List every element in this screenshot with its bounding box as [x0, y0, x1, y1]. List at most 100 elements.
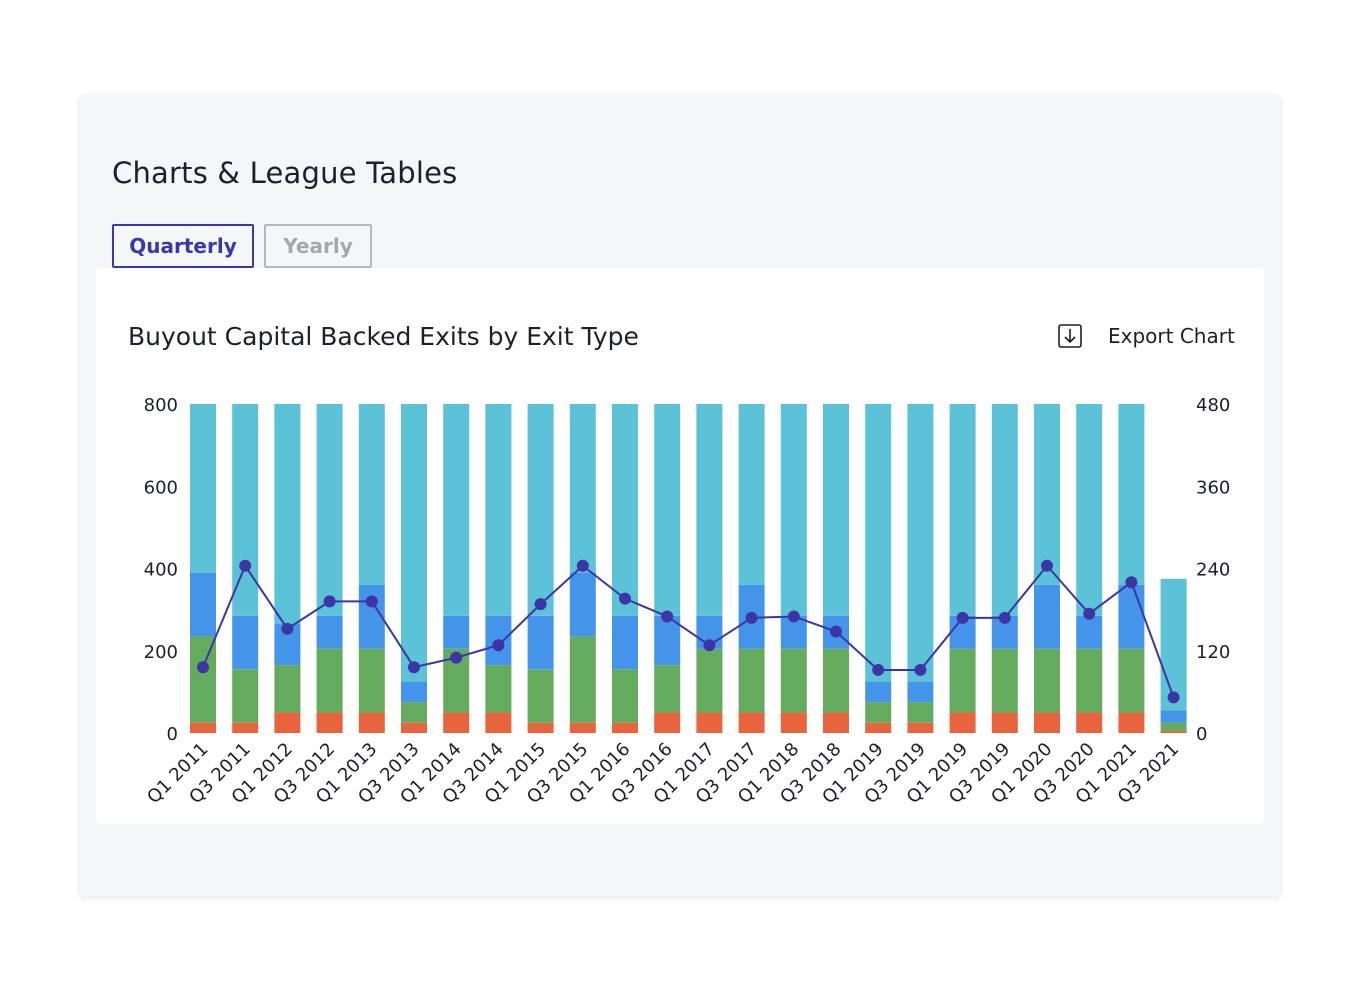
bar-segment: [654, 404, 681, 616]
exit-count-line: [202, 563, 1175, 698]
bar-segment: [527, 669, 554, 723]
bar-segment: [232, 669, 259, 723]
bar-segment: [949, 648, 976, 713]
line-point: [365, 595, 378, 608]
line-point: [281, 622, 294, 635]
bar-segment: [1076, 648, 1103, 713]
right-axis-tick: 360: [1196, 477, 1230, 498]
bar-segment: [696, 648, 723, 713]
bar-segment: [401, 681, 427, 703]
bar-segment: [1076, 404, 1103, 616]
chart-title: Buyout Capital Backed Exits by Exit Type: [128, 322, 639, 351]
bar-segment: [1034, 712, 1060, 733]
line-point: [534, 598, 547, 611]
tab-quarterly[interactable]: Quarterly: [112, 224, 254, 268]
left-axis-tick: 400: [144, 560, 178, 581]
left-axis-tick: 600: [144, 477, 178, 498]
bar-segment: [907, 702, 934, 723]
left-axis-tick: 200: [144, 642, 178, 663]
bar-segment: [907, 722, 934, 733]
bar-segment: [780, 712, 807, 733]
bar-segment: [527, 404, 554, 616]
bar-segment: [949, 712, 976, 733]
left-axis-tick: 800: [144, 395, 178, 416]
right-axis-tick: 240: [1196, 560, 1230, 581]
bar-segment: [232, 404, 259, 616]
bar-segment: [569, 722, 596, 733]
right-axis-tick: 0: [1196, 724, 1207, 745]
bar-segment: [991, 404, 1018, 616]
line-point: [998, 611, 1011, 624]
bar-segment: [443, 615, 470, 649]
bar-segment: [401, 702, 427, 723]
bar-segment: [274, 665, 301, 713]
bar-segment: [1160, 710, 1187, 723]
bar-segment: [485, 404, 512, 616]
bar-segment: [865, 722, 892, 733]
bar-segment: [696, 404, 723, 616]
export-chart-button[interactable]: Export Chart: [1058, 324, 1235, 348]
bar-segment: [358, 712, 385, 733]
bar-segment: [823, 712, 849, 733]
bar-segment: [1034, 404, 1060, 585]
bar-segment: [654, 712, 681, 733]
bar-segment: [865, 702, 892, 723]
right-axis-tick: 480: [1196, 395, 1230, 416]
tab-yearly[interactable]: Yearly: [264, 224, 372, 268]
bar-segment: [485, 665, 512, 713]
right-axis-tick: 120: [1196, 642, 1230, 663]
bar-segment: [612, 669, 638, 723]
bar-segment: [232, 722, 259, 733]
bar-segment: [1118, 712, 1145, 733]
bar-segment: [696, 712, 723, 733]
bar-segment: [527, 615, 554, 670]
bar-segment: [316, 648, 343, 713]
bar-segment: [738, 712, 765, 733]
line-point: [1041, 559, 1053, 572]
bar-segment: [780, 648, 807, 713]
bar-segment: [274, 404, 301, 625]
bar-segment: [569, 572, 596, 637]
bar-segment: [1034, 584, 1060, 649]
line-point: [1167, 691, 1180, 704]
bar-segment: [358, 404, 385, 585]
bar-segment: [190, 404, 216, 573]
bar-segment: [949, 404, 976, 616]
bar-segment: [738, 648, 765, 713]
bar-segment: [232, 615, 259, 670]
bar-segment: [485, 712, 512, 733]
download-icon: [1058, 324, 1082, 348]
bar-segment: [358, 648, 385, 713]
bar-segment: [527, 722, 554, 733]
bar-segment: [612, 615, 638, 670]
bar-segment: [190, 572, 216, 637]
bar-segment: [612, 404, 638, 616]
bar-segment: [274, 712, 301, 733]
line-point: [1125, 576, 1138, 589]
line-point: [745, 611, 758, 624]
line-point: [914, 663, 927, 676]
line-point: [323, 595, 336, 608]
bar-segment: [1118, 584, 1145, 649]
bar-segment: [401, 722, 427, 733]
bar-segment: [1034, 648, 1060, 713]
bar-segment: [865, 404, 892, 682]
bar-segment: [1160, 730, 1187, 733]
line-point: [239, 559, 252, 572]
export-chart-label: Export Chart: [1108, 324, 1235, 348]
bar-segment: [569, 636, 596, 723]
bar-segment: [612, 722, 638, 733]
left-axis-tick: 0: [167, 724, 178, 745]
page-title: Charts & League Tables: [112, 156, 458, 190]
bar-segment: [443, 404, 470, 616]
bar-segment: [991, 712, 1018, 733]
line-point: [450, 651, 463, 664]
bar-segment: [823, 648, 849, 713]
bar-segment: [738, 404, 765, 585]
line-point: [661, 610, 674, 623]
bar-segment: [401, 404, 427, 682]
bar-segment: [907, 404, 934, 682]
bar-segment: [823, 404, 849, 616]
bar-segment: [654, 665, 681, 713]
bar-segment: [654, 615, 681, 666]
